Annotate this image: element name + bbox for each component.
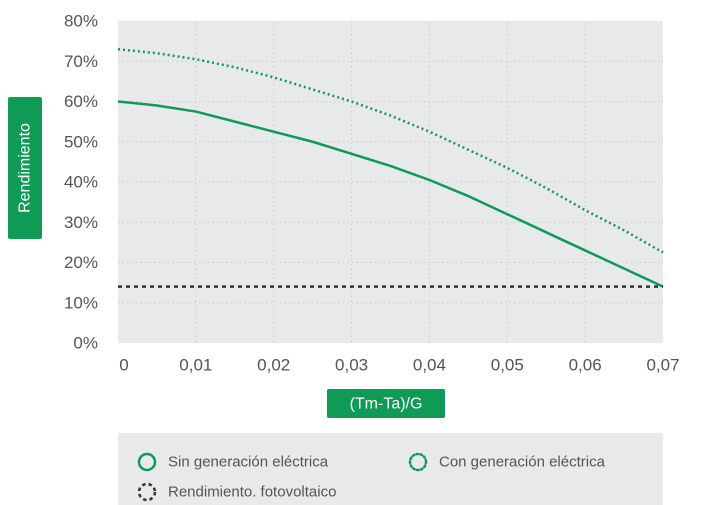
y-tick-label: 60%	[64, 92, 98, 111]
x-axis-ticks: 0 0,01 0,02 0,03 0,04 0,05 0,06 0,07	[119, 356, 679, 375]
y-axis-title-badge	[8, 97, 42, 239]
legend-label-sin-generacion: Sin generación eléctrica	[168, 454, 329, 471]
y-axis-title: Rendimiento	[8, 97, 42, 239]
x-tick-label: 0,07	[646, 356, 679, 375]
legend-item-sin-generacion: Sin generación eléctrica	[137, 452, 329, 472]
x-tick-label: 0	[119, 356, 128, 375]
x-tick-label: 0,06	[569, 356, 602, 375]
y-tick-label: 50%	[64, 132, 98, 151]
legend-item-fotovoltaico: Rendimiento. fotovoltaico	[137, 482, 336, 502]
x-tick-label: 0,03	[335, 356, 368, 375]
y-tick-label: 70%	[64, 52, 98, 71]
series-line-sin-generacion	[117, 100, 664, 288]
x-axis-title-text: (Tm-Ta)/G	[350, 396, 423, 413]
legend-box	[118, 433, 663, 505]
legend: Sin generación eléctrica Con generación …	[118, 433, 663, 505]
y-tick-label: 0%	[73, 334, 98, 353]
legend-item-con-generacion: Con generación eléctrica	[408, 452, 606, 472]
y-axis-ticks: 0% 10% 20% 30% 40% 50% 60% 70% 80%	[64, 12, 98, 353]
y-tick-label: 20%	[64, 253, 98, 272]
x-tick-label: 0,04	[413, 356, 446, 375]
x-axis-title: (Tm-Ta)/G	[327, 389, 445, 418]
y-tick-label: 40%	[64, 173, 98, 192]
y-tick-label: 30%	[64, 213, 98, 232]
x-tick-label: 0,01	[179, 356, 212, 375]
solid-circle-icon	[137, 452, 157, 472]
series-line-con-generacion	[117, 47, 664, 254]
x-tick-label: 0,02	[257, 356, 290, 375]
dashed-circle-icon	[137, 482, 157, 502]
y-tick-label: 80%	[64, 12, 98, 31]
y-axis-title-text: Rendimiento	[17, 123, 34, 213]
x-axis-title-badge	[327, 389, 445, 418]
y-tick-label: 10%	[64, 293, 98, 312]
dotted-circle-icon	[408, 452, 428, 472]
x-tick-label: 0,05	[491, 356, 524, 375]
legend-label-fotovoltaico: Rendimiento. fotovoltaico	[168, 484, 336, 501]
legend-label-con-generacion: Con generación eléctrica	[439, 454, 606, 471]
series-lines	[117, 47, 664, 288]
